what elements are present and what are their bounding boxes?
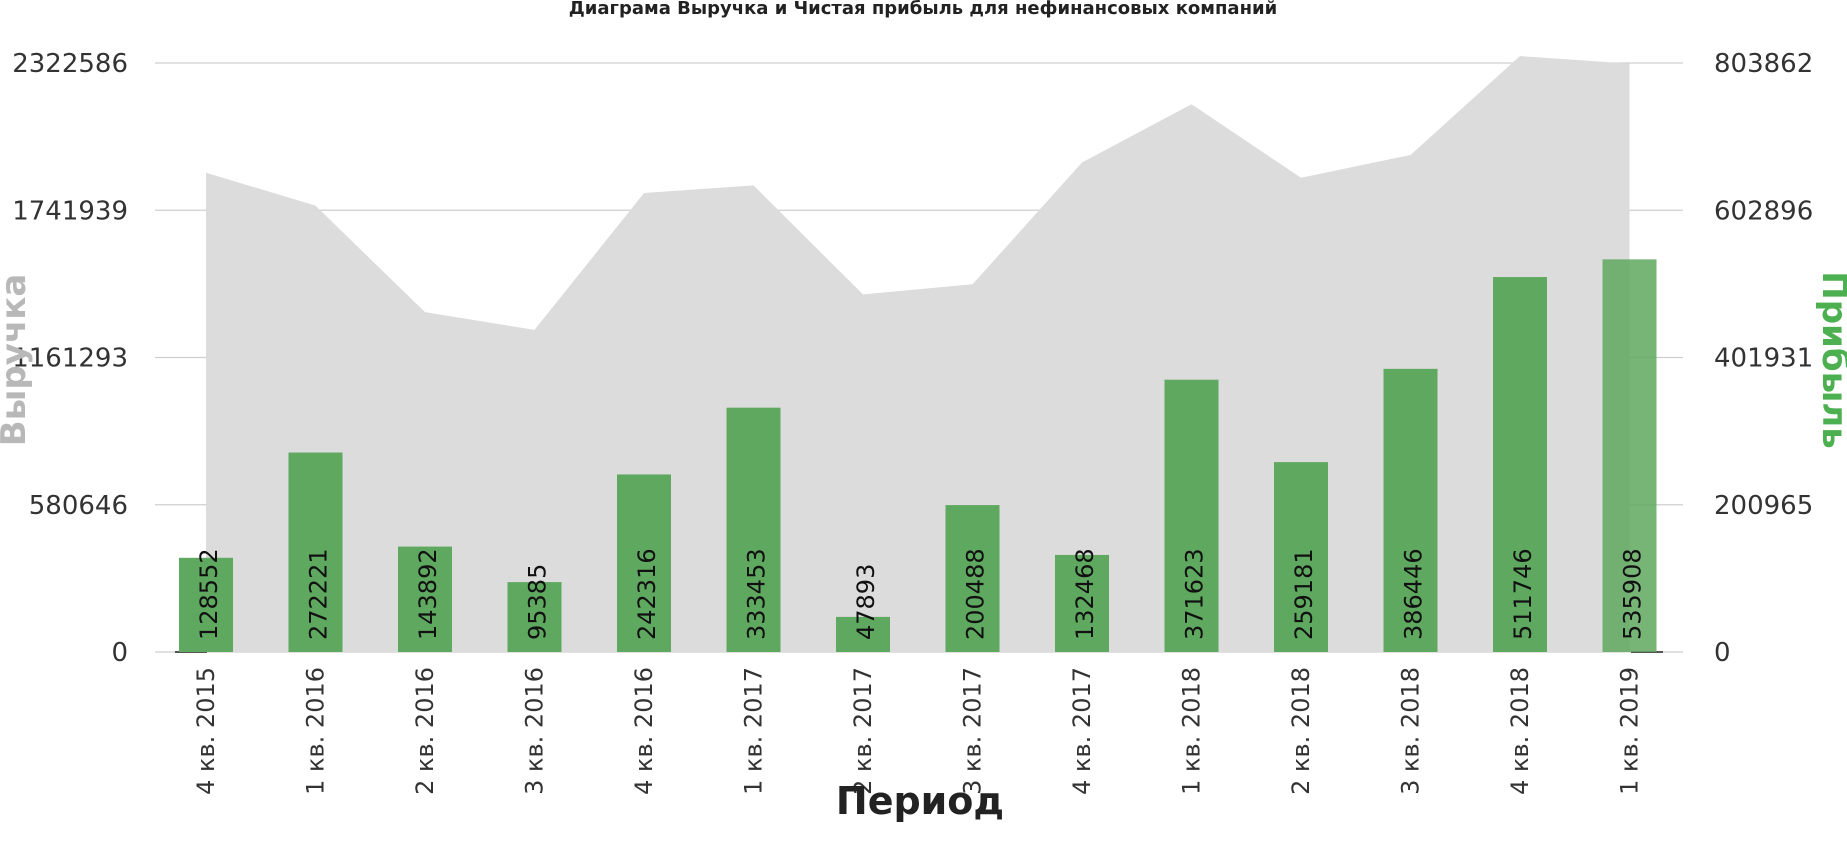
left-tick-label: 0 bbox=[111, 638, 128, 668]
category-label: 4 кв. 2017 bbox=[1068, 667, 1096, 795]
left-tick-label: 2322586 bbox=[12, 49, 128, 79]
x-axis-ticks: 4 кв. 2015 1 кв. 2016 2 кв. 2016 3 кв. 2016… bbox=[192, 667, 1644, 795]
category-label: 2 кв. 2016 bbox=[411, 667, 439, 795]
left-tick-label: 1741939 bbox=[12, 196, 128, 226]
left-axis-ticks: 0 580646 1161293 1741939 2322586 bbox=[12, 49, 128, 668]
category-label: 3 кв. 2018 bbox=[1397, 667, 1425, 795]
profit-bar bbox=[1274, 462, 1328, 652]
profit-bar bbox=[1164, 379, 1219, 652]
chart-title: Диаграма Выручка и Чистая прибыль для не… bbox=[569, 0, 1277, 19]
profit-bar bbox=[1055, 554, 1109, 652]
bar-data-label: 132468 bbox=[1071, 548, 1099, 640]
category-label: 2 кв. 2017 bbox=[849, 667, 877, 795]
left-tick-label: 1161293 bbox=[12, 344, 128, 374]
category-label: 3 кв. 2017 bbox=[959, 667, 987, 795]
right-tick-label: 803862 bbox=[1714, 49, 1813, 79]
right-axis-ticks: 0 200965 401931 602896 803862 bbox=[1714, 49, 1813, 668]
right-tick-label: 200965 bbox=[1714, 491, 1813, 521]
bar-data-label: 386446 bbox=[1400, 548, 1428, 640]
revenue-area bbox=[206, 56, 1630, 652]
profit-bar bbox=[945, 505, 1000, 652]
bar-data-label: 47893 bbox=[852, 564, 880, 640]
bar-data-label: 511746 bbox=[1509, 548, 1537, 640]
bar-data-label: 143892 bbox=[414, 548, 442, 640]
bar-data-label: 272221 bbox=[305, 548, 333, 640]
profit-bar bbox=[1493, 277, 1547, 652]
right-tick-label: 0 bbox=[1714, 638, 1731, 668]
bar-data-label: 259181 bbox=[1290, 548, 1318, 640]
profit-bar bbox=[179, 557, 233, 652]
profit-bar bbox=[507, 582, 562, 652]
bar-data-label: 333453 bbox=[743, 548, 771, 640]
profit-bar bbox=[836, 616, 890, 652]
category-label: 4 кв. 2016 bbox=[630, 667, 658, 795]
category-label: 1 кв. 2016 bbox=[302, 667, 330, 795]
profit-bar-layer bbox=[179, 259, 1657, 652]
revenue-area-layer bbox=[206, 56, 1630, 652]
right-tick-label: 602896 bbox=[1714, 196, 1813, 226]
profit-bar bbox=[617, 474, 671, 652]
right-axis-title: Прибыль bbox=[1814, 271, 1847, 449]
bar-data-label: 95385 bbox=[524, 564, 552, 640]
bar-data-label: 535908 bbox=[1619, 548, 1647, 640]
profit-bar bbox=[726, 407, 781, 652]
bar-data-label: 200488 bbox=[962, 548, 990, 640]
category-label: 1 кв. 2019 bbox=[1616, 667, 1644, 795]
bar-data-label: 128552 bbox=[195, 548, 223, 640]
right-tick-label: 401931 bbox=[1714, 344, 1813, 374]
x-axis-title: Период bbox=[836, 779, 1004, 823]
bar-data-label: 242316 bbox=[633, 548, 661, 640]
category-label: 4 кв. 2015 bbox=[192, 667, 220, 795]
bar-data-labels: 128552 272221 143892 95385 242316 333453 47893… bbox=[195, 548, 1647, 640]
category-label: 1 кв. 2017 bbox=[740, 667, 768, 795]
profit-bar bbox=[398, 546, 452, 652]
category-label: 3 кв. 2016 bbox=[521, 667, 549, 795]
profit-bar bbox=[288, 452, 343, 652]
left-tick-label: 580646 bbox=[29, 491, 128, 521]
bar-data-label: 371623 bbox=[1181, 548, 1209, 640]
category-label: 4 кв. 2018 bbox=[1506, 667, 1534, 795]
profit-bar bbox=[1602, 259, 1657, 652]
profit-bar bbox=[1383, 368, 1438, 652]
category-label: 2 кв. 2018 bbox=[1287, 667, 1315, 795]
left-axis-title: Выручка bbox=[0, 274, 34, 447]
category-label: 1 кв. 2018 bbox=[1178, 667, 1206, 795]
